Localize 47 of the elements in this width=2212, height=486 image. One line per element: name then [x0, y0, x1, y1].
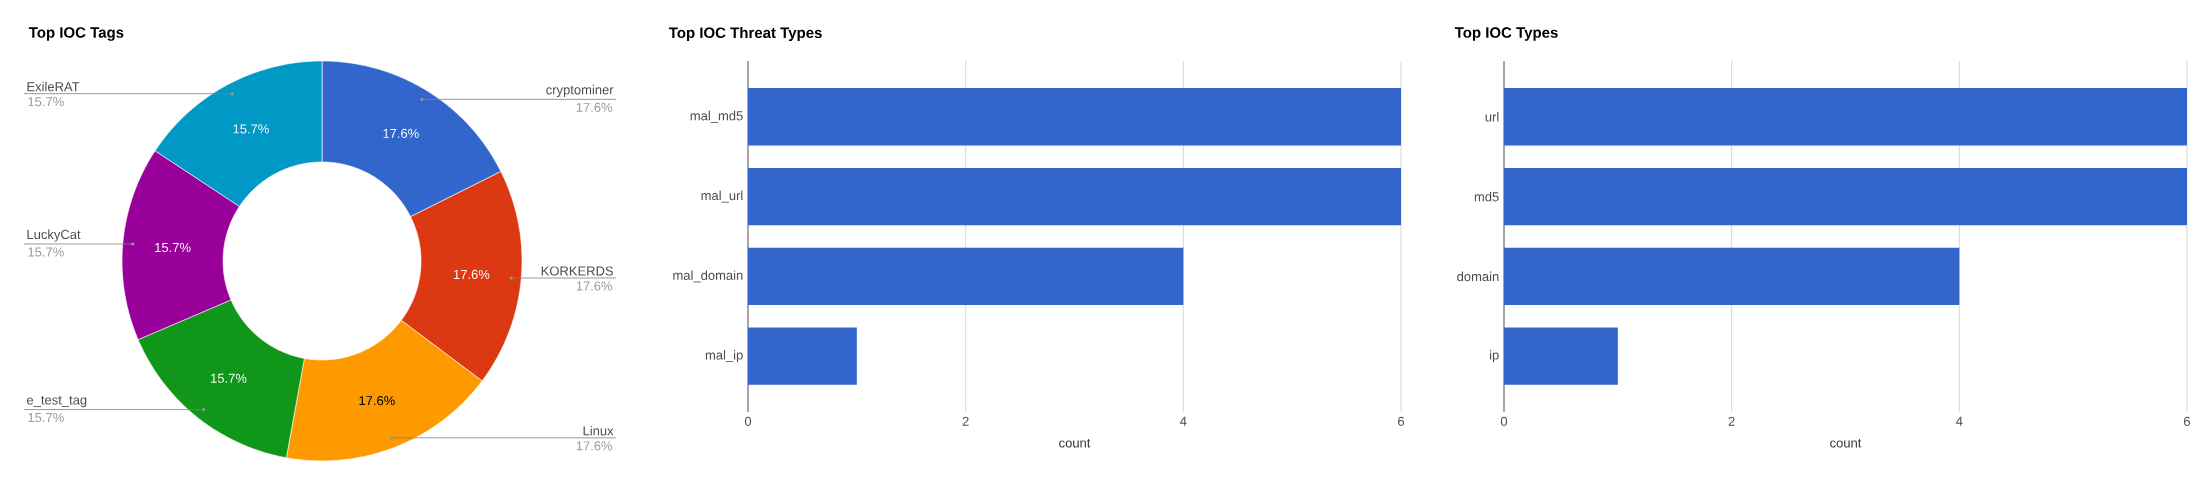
slice-label: cryptominer	[546, 84, 614, 97]
bar	[1504, 167, 2187, 226]
x-tick-label: 0	[744, 416, 752, 426]
text: 15.7%	[28, 97, 64, 107]
slice-label: e_test_tag	[26, 396, 87, 408]
y-tick-label: mal_domain	[673, 270, 743, 283]
text: 17.6%	[576, 281, 613, 291]
y-tick-label: domain	[1457, 271, 1499, 282]
bar	[748, 247, 1184, 306]
slice-label: ExileRAT	[27, 81, 80, 92]
data-label: 17.6%	[359, 396, 395, 406]
bar	[1504, 327, 1618, 385]
slice-label: KORKERDS	[541, 266, 613, 276]
bar	[748, 167, 1401, 226]
bar	[1504, 88, 2187, 146]
x-tick-label: 4	[1956, 416, 1963, 426]
x-axis-title: count	[1059, 438, 1091, 448]
x-tick-label: 6	[1398, 416, 1405, 426]
chart-title: Top IOC Types	[1454, 27, 1558, 41]
y-tick-label: mal_md5	[690, 110, 743, 123]
bar	[748, 327, 857, 385]
y-tick-label: url	[1485, 112, 1499, 122]
y-tick-label: mal_url	[701, 190, 743, 203]
text: 15.7%	[28, 247, 64, 257]
data-label: 17.6%	[453, 269, 490, 280]
x-tick-label: 2	[962, 416, 969, 426]
x-tick-label: 2	[1728, 416, 1735, 426]
slice-label: Linux	[583, 425, 614, 436]
y-tick-label: ip	[1490, 350, 1499, 363]
slice-label: LuckyCat	[27, 229, 81, 242]
x-tick-label: 4	[1180, 416, 1187, 426]
text: 17.6%	[576, 441, 613, 451]
text: 17.6%	[576, 102, 613, 112]
data-label: 15.7%	[155, 243, 191, 253]
chart-title: Top IOC Tags	[28, 27, 124, 41]
bar	[1504, 247, 1960, 306]
chart-title: Top IOC Threat Types	[668, 27, 822, 41]
data-label: 15.7%	[233, 124, 269, 134]
text: 15.7%	[28, 412, 64, 423]
x-axis-title: count	[1830, 438, 1862, 448]
y-tick-label: mal_ip	[705, 350, 743, 363]
x-tick-label: 0	[1500, 416, 1508, 426]
x-tick-label: 6	[2184, 416, 2191, 426]
data-label: 15.7%	[211, 373, 247, 383]
data-label: 17.6%	[383, 128, 419, 138]
bar	[748, 88, 1401, 146]
y-tick-label: md5	[1474, 191, 1499, 202]
